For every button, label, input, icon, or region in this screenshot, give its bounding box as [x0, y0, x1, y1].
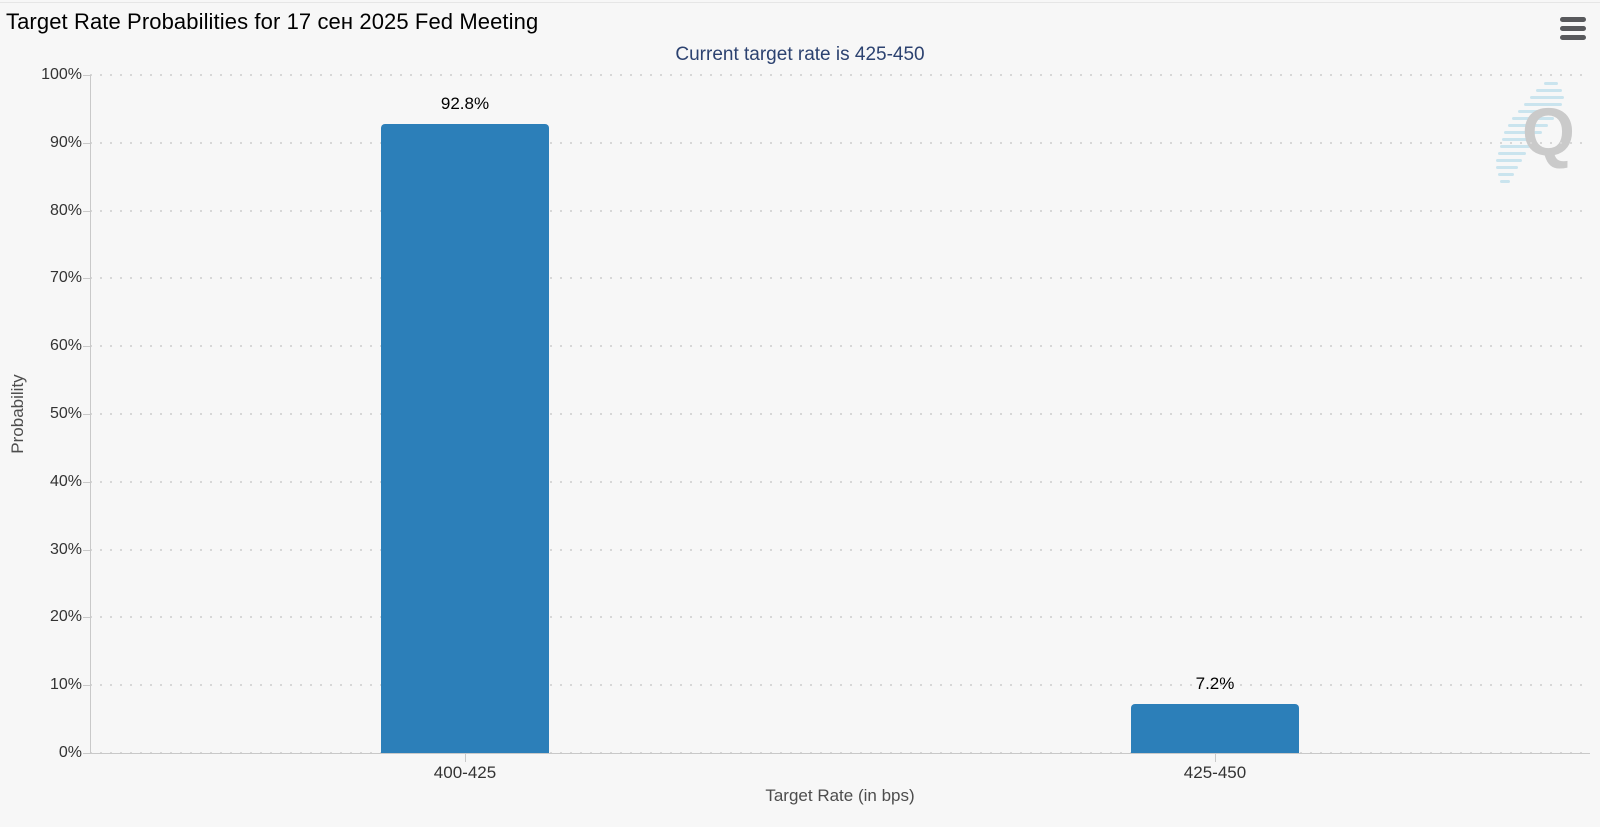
hamburger-bar [1560, 34, 1586, 40]
y-axis-title: Probability [8, 374, 27, 454]
bar-value-label: 92.8% [440, 94, 490, 113]
x-category-label: 425-450 [1183, 763, 1247, 782]
gridline [90, 684, 1590, 686]
y-tick-mark [83, 685, 90, 686]
y-tick-mark [83, 75, 90, 76]
y-axis-line [90, 75, 91, 753]
gridline [90, 481, 1590, 483]
y-tick-mark [83, 482, 90, 483]
y-tick-label: 40% [49, 473, 82, 490]
x-axis-line [90, 753, 1590, 754]
gridline [90, 74, 1590, 76]
y-tick-label: 30% [49, 541, 82, 558]
y-tick-mark [83, 414, 90, 415]
y-tick-label: 90% [49, 134, 82, 151]
gridline [90, 142, 1590, 144]
gridline [90, 345, 1590, 347]
gridline [90, 616, 1590, 618]
y-tick-label: 0% [58, 744, 82, 761]
gridline [90, 413, 1590, 415]
hamburger-bar [1560, 16, 1586, 22]
y-tick-mark [83, 211, 90, 212]
hamburger-bar [1560, 25, 1586, 31]
x-tick-mark [465, 753, 466, 762]
gridline [90, 210, 1590, 212]
y-tick-label: 10% [49, 676, 82, 693]
gridline [90, 277, 1590, 279]
x-tick-mark [1215, 753, 1216, 762]
y-tick-label: 70% [49, 269, 82, 286]
gridline [90, 549, 1590, 551]
y-tick-label: 50% [49, 405, 82, 422]
probability-bar[interactable] [381, 124, 549, 753]
top-divider [0, 2, 1600, 3]
chart-title: Target Rate Probabilities for 17 сен 202… [6, 9, 539, 34]
y-tick-label: 100% [41, 66, 82, 83]
chart-subtitle: Current target rate is 425-450 [675, 44, 925, 65]
hamburger-menu-icon[interactable] [1556, 14, 1590, 42]
y-tick-label: 80% [49, 202, 82, 219]
y-tick-mark [83, 143, 90, 144]
x-axis-title: Target Rate (in bps) [765, 786, 915, 805]
y-tick-mark [83, 617, 90, 618]
y-tick-label: 20% [49, 608, 82, 625]
probability-bar[interactable] [1131, 704, 1299, 753]
y-tick-label: 60% [49, 337, 82, 354]
y-tick-mark [83, 346, 90, 347]
y-tick-mark [83, 753, 90, 754]
y-tick-mark [83, 550, 90, 551]
bar-value-label: 7.2% [1195, 674, 1235, 693]
x-category-label: 400-425 [433, 763, 497, 782]
y-tick-mark [83, 278, 90, 279]
